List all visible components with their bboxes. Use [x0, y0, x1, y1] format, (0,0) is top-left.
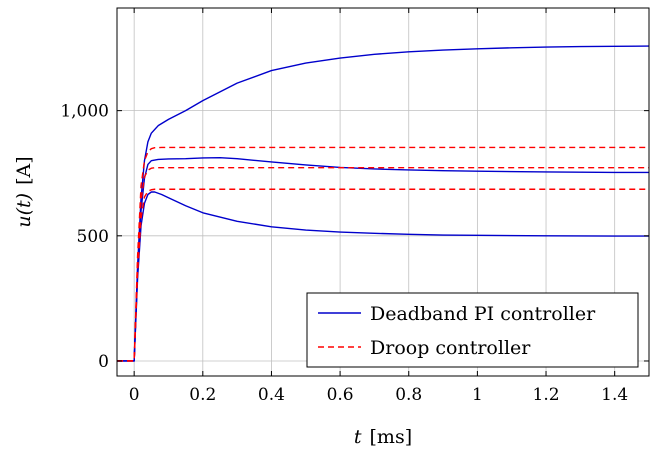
legend: Deadband PI controller Droop controller — [306, 292, 639, 368]
droop-series-line-4 — [117, 167, 649, 362]
y-tick-label: 0 — [98, 352, 109, 372]
plot-frame — [116, 7, 650, 377]
x-axis-label-var: t — [354, 426, 362, 448]
droop-series-line-5 — [117, 188, 649, 362]
y-tick-label: 500 — [77, 227, 109, 247]
x-tick-label: 1 — [472, 385, 483, 405]
x-axis-label: t [ms] — [354, 426, 412, 448]
x-tick-label: 0.2 — [189, 385, 216, 405]
legend-box — [306, 292, 639, 368]
x-tick-label: 1.2 — [533, 385, 560, 405]
x-tick-label: 0.6 — [327, 385, 354, 405]
legend-label-droop: Droop controller — [370, 337, 531, 359]
x-tick-label: 0.8 — [395, 385, 422, 405]
series-group — [117, 45, 649, 362]
ticks: 0 0.2 0.4 0.6 0.8 1 1.2 1.4 0 500 1,000 — [60, 8, 649, 405]
pi-series-line-2 — [117, 191, 649, 362]
y-axis-label: u(t) [A] — [13, 156, 35, 227]
x-axis-label-unit: [ms] — [370, 426, 413, 448]
legend-label-pi: Deadband PI controller — [370, 303, 596, 325]
x-tick-label: 0 — [129, 385, 140, 405]
pi-series-line-1 — [117, 156, 649, 362]
y-axis-label-var: u(t) — [13, 193, 35, 228]
x-tick-label: 0.4 — [258, 385, 285, 405]
y-tick-label: 1,000 — [60, 102, 109, 122]
y-axis-label-unit: [A] — [13, 156, 35, 185]
x-tick-label: 1.4 — [601, 385, 628, 405]
